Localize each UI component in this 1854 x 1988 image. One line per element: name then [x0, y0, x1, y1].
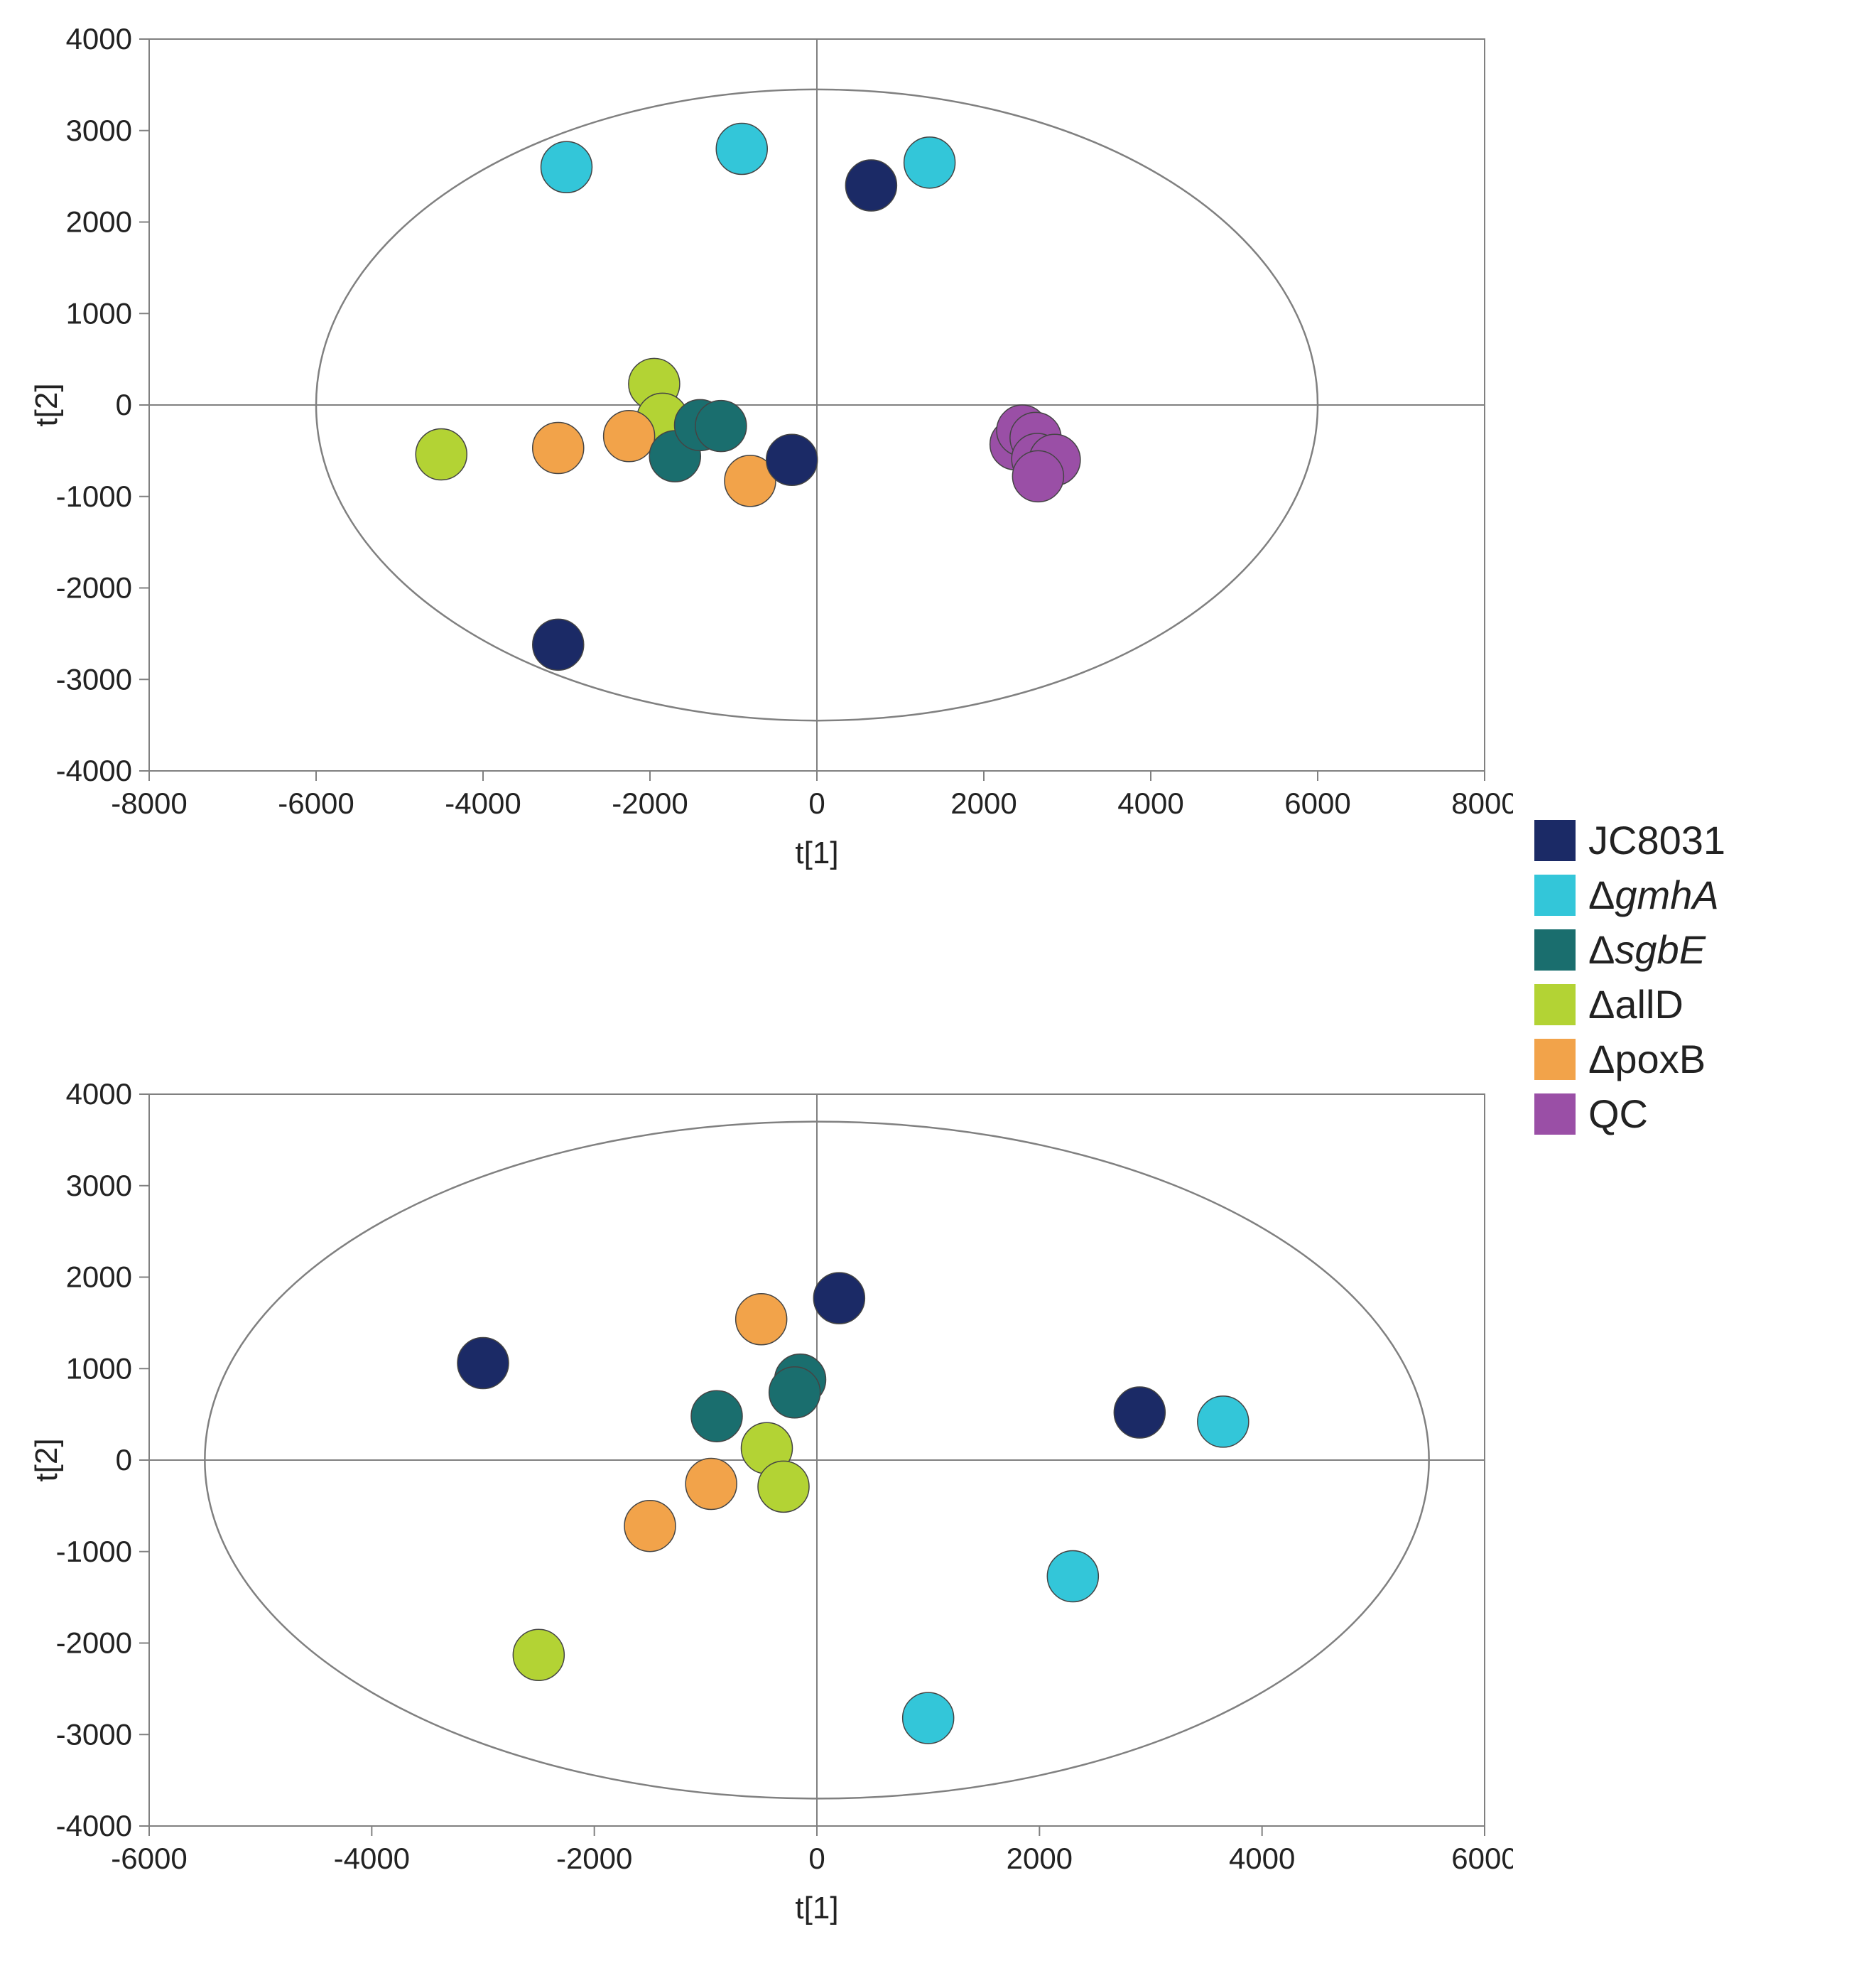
x-tick-label: 0: [808, 787, 825, 820]
legend-label: ΔpoxB: [1588, 1036, 1706, 1082]
x-tick-label: -2000: [612, 787, 688, 820]
scatter-plot-bottom: -6000-4000-20000200040006000-4000-3000-2…: [28, 1080, 1513, 1947]
legend-swatch: [1534, 1093, 1576, 1135]
scatter-point: [903, 1692, 954, 1744]
x-tick-label: -6000: [111, 1842, 187, 1875]
scatter-point: [533, 619, 584, 670]
y-tick-label: 0: [116, 388, 132, 421]
y-tick-label: 3000: [66, 1169, 132, 1202]
y-tick-label: -4000: [56, 1809, 132, 1842]
scatter-point: [513, 1629, 564, 1680]
x-axis-title: t[1]: [795, 836, 838, 870]
legend-item: ΔgmhA: [1534, 872, 1725, 918]
y-tick-label: -1000: [56, 480, 132, 513]
y-tick-label: 4000: [66, 25, 132, 55]
x-tick-label: -4000: [445, 787, 521, 820]
scatter-point: [813, 1273, 864, 1324]
legend-swatch: [1534, 875, 1576, 916]
y-tick-label: -1000: [56, 1535, 132, 1568]
scatter-point: [1198, 1396, 1249, 1447]
scatter-point: [533, 423, 584, 474]
y-tick-label: 1000: [66, 1351, 132, 1385]
y-tick-label: -2000: [56, 571, 132, 605]
legend-item: JC8031: [1534, 817, 1725, 863]
legend-item: ΔpoxB: [1534, 1036, 1725, 1082]
x-axis-title: t[1]: [795, 1891, 838, 1925]
scatter-point: [1047, 1551, 1098, 1602]
scatter-point: [604, 411, 655, 462]
x-tick-label: -6000: [278, 787, 354, 820]
x-tick-label: 0: [808, 1842, 825, 1875]
x-tick-label: -8000: [111, 787, 187, 820]
legend-swatch: [1534, 1039, 1576, 1080]
x-tick-label: 2000: [950, 787, 1017, 820]
legend-label: ΔallD: [1588, 981, 1684, 1027]
scatter-point: [1114, 1387, 1165, 1438]
y-tick-label: -2000: [56, 1626, 132, 1660]
scatter-point: [766, 434, 818, 485]
legend-label: ΔsgbE: [1588, 927, 1706, 973]
y-axis-title: t[2]: [29, 383, 64, 426]
scatter-point: [845, 160, 896, 211]
y-tick-label: 4000: [66, 1080, 132, 1111]
scatter-point: [416, 429, 467, 480]
scatter-point: [685, 1458, 737, 1509]
x-tick-label: -2000: [556, 1842, 632, 1875]
x-tick-label: 8000: [1451, 787, 1513, 820]
x-tick-label: -4000: [334, 1842, 410, 1875]
legend-item: ΔsgbE: [1534, 927, 1725, 973]
y-axis-title: t[2]: [29, 1438, 64, 1481]
legend-swatch: [1534, 820, 1576, 861]
legend-item: ΔallD: [1534, 981, 1725, 1027]
x-tick-label: 4000: [1117, 787, 1183, 820]
y-tick-label: -4000: [56, 754, 132, 787]
scatter-point: [691, 1390, 742, 1442]
scatter-point: [541, 141, 592, 193]
legend-item: QC: [1534, 1091, 1725, 1137]
legend-label: JC8031: [1588, 817, 1725, 863]
x-tick-label: 6000: [1451, 1842, 1513, 1875]
y-tick-label: 2000: [66, 1260, 132, 1294]
x-tick-label: 4000: [1229, 1842, 1295, 1875]
scatter-point: [716, 124, 767, 175]
legend-label: QC: [1588, 1091, 1648, 1137]
scatter-point: [758, 1461, 809, 1512]
y-tick-label: -3000: [56, 662, 132, 696]
legend-label: ΔgmhA: [1588, 872, 1719, 918]
y-tick-label: 2000: [66, 205, 132, 239]
y-tick-label: 1000: [66, 296, 132, 330]
x-tick-label: 2000: [1007, 1842, 1073, 1875]
y-tick-label: 3000: [66, 114, 132, 147]
legend-swatch: [1534, 929, 1576, 971]
scatter-point: [904, 137, 955, 188]
scatter-point: [736, 1294, 787, 1345]
scatter-point: [769, 1367, 820, 1418]
x-tick-label: 6000: [1284, 787, 1350, 820]
scatter-point: [457, 1338, 509, 1389]
legend: JC8031 ΔgmhA ΔsgbE ΔallD ΔpoxB QC: [1534, 817, 1725, 1145]
scatter-point: [1012, 450, 1063, 502]
figure-container: -8000-6000-4000-200002000400060008000-40…: [0, 0, 1854, 1988]
y-tick-label: -3000: [56, 1717, 132, 1751]
legend-swatch: [1534, 984, 1576, 1025]
scatter-plot-top: -8000 -6000 -4000 -2000 0 2000 4000 6000 8000 -40…: [28, 25, 1513, 892]
scatter-point: [624, 1501, 676, 1552]
y-tick-label: 0: [116, 1443, 132, 1476]
scatter-point: [695, 401, 747, 452]
